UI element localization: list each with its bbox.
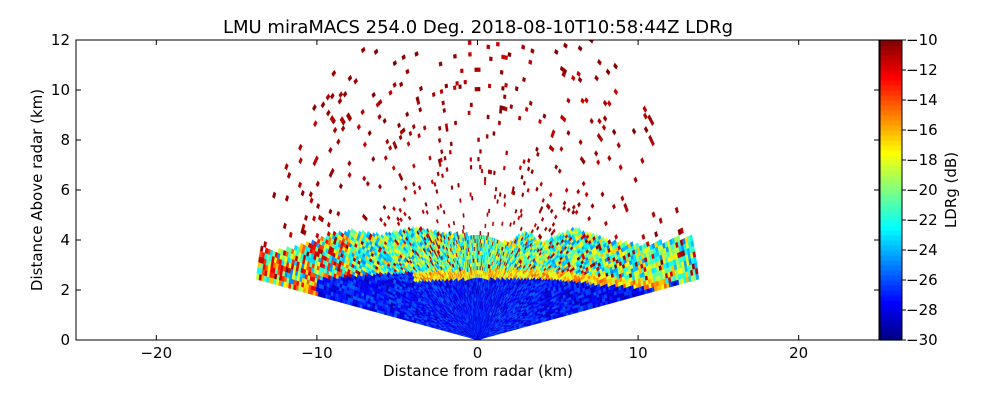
radar-cell [695,273,700,281]
radar-cell [469,102,473,108]
radar-cell [444,83,449,89]
radar-cell [477,234,479,240]
radar-cell [486,44,491,50]
radar-cell [496,41,500,47]
radar-cell [507,52,512,58]
radar-cell [492,131,496,136]
radar-cell [517,115,522,121]
radar-cell [484,176,487,182]
radar-cell [479,164,482,170]
radar-cell [514,86,519,92]
radar-cell [477,67,481,72]
radar-cell [462,213,465,218]
radar-cell [503,94,507,100]
radar-cell [499,105,503,110]
radar-cell [467,110,471,116]
radar-cell [501,54,505,60]
radar-cell [469,157,472,162]
radar-cell [448,149,452,155]
radar-cell [477,238,479,243]
radar-cell [504,82,508,88]
radar-cell [480,168,484,174]
radar-cell [489,56,493,62]
radar-cell [469,165,473,170]
radar-cell [477,137,480,142]
radar-cell [493,170,496,176]
radar-cell [505,150,509,156]
radar-cell [454,120,458,126]
radar-cell [477,157,480,162]
radar-cell [441,100,445,106]
radar-cell [449,141,453,147]
radar-cell [459,198,462,203]
radar-cell [474,87,478,92]
radar-cell [468,52,472,57]
radar-cell [502,165,506,171]
radar-cell [469,192,472,197]
radar-cell [493,194,497,200]
radar-cell [438,61,443,67]
radar-cell [485,134,489,139]
radar-cell [453,53,457,59]
radar-cell [483,180,487,186]
radar-cell [458,84,462,90]
radar-cell [497,120,501,126]
radar-cell [442,107,446,114]
radar-cell [453,85,457,91]
radar-cell [694,267,699,275]
radar-cell [474,67,478,72]
radar-cell [499,69,504,75]
radar-cell [477,87,481,92]
radar-cell [479,149,482,154]
radar-cell [444,123,449,129]
chart-title: LMU miraMACS 254.0 Deg. 2018-08-10T10:58… [223,17,733,38]
radar-cell [438,125,442,131]
radar-cell [488,83,492,89]
radar-cell [509,104,513,110]
radar-cell [455,80,459,86]
radar-cell [467,40,472,45]
radar-cell [477,242,479,247]
radar-cell [484,223,487,229]
radar-cell [471,196,474,201]
radar-cell [494,186,498,192]
radar-cell [504,55,508,61]
radar-cell [479,231,482,236]
radar-cell [689,234,694,242]
radar-cell [487,169,491,175]
radar-cell [460,68,464,74]
radar-cell [486,212,489,217]
radar-cell [501,85,505,91]
radar-cell [487,232,490,237]
radar-cell [439,88,444,95]
radar-cell [486,114,490,120]
radar-cell [463,79,467,85]
plot-area [255,40,700,340]
radar-cell [499,109,503,114]
radar-cell [457,182,460,188]
radar-cell [488,208,491,214]
